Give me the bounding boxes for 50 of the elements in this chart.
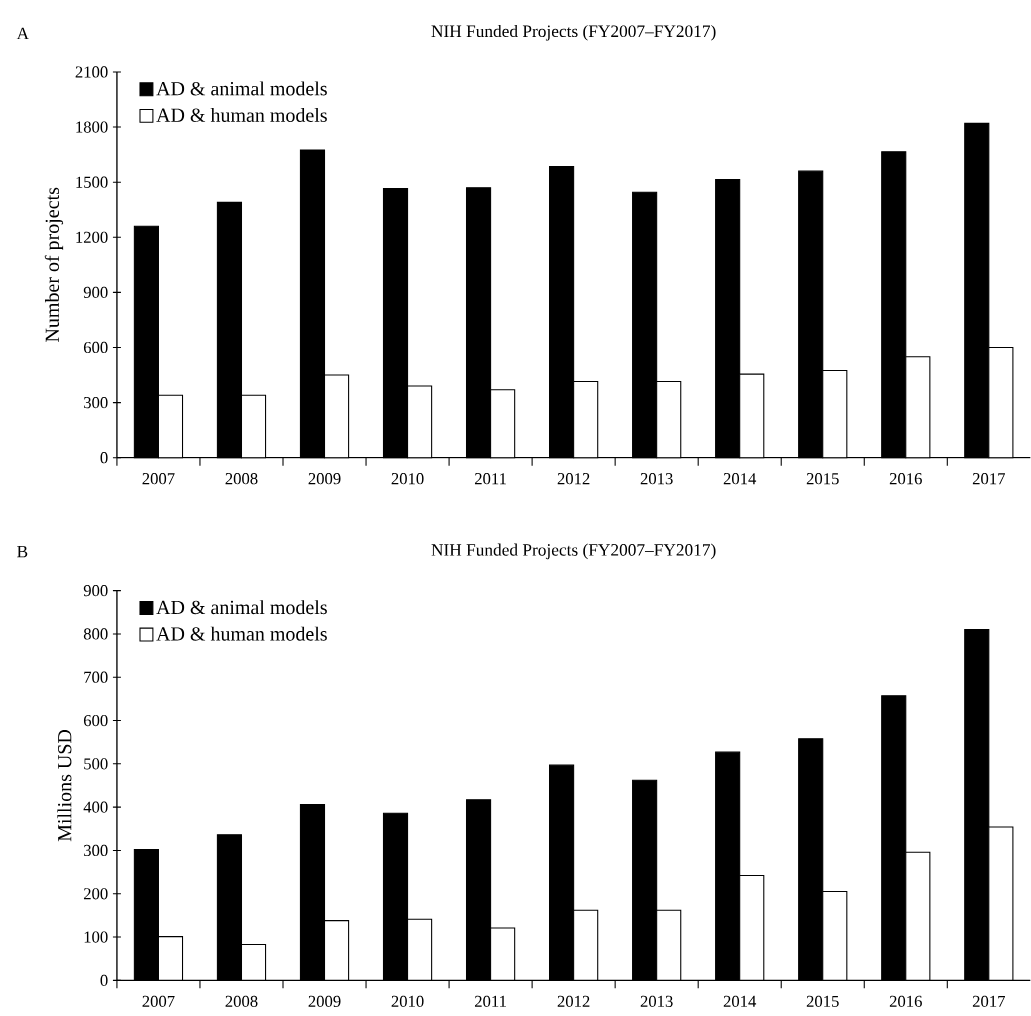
text: B: [17, 545, 28, 558]
y-axis-title: Millions USD: [57, 729, 72, 842]
x-tick-label: 2017: [972, 995, 1005, 1007]
y-axis-title: Number of projects: [44, 187, 64, 342]
y-tick-label: 600: [83, 714, 108, 726]
text: A: [16, 27, 29, 39]
y-tick-label: 2100: [75, 66, 108, 78]
y-tick-label: 500: [84, 758, 108, 770]
x-tick-label: 2008: [225, 472, 258, 485]
y-tick-label: 0: [100, 451, 108, 464]
legend-label: AD & human models: [156, 107, 327, 122]
chart-title: NIH Funded Projects (FY2007–FY2017): [431, 24, 716, 41]
y-tick-label: 400: [83, 801, 108, 813]
x-tick-label: 2011: [474, 472, 506, 485]
y-tick-label: 100: [84, 931, 108, 943]
x-tick-label: 2009: [308, 995, 341, 1007]
x-tick-label: 2007: [142, 472, 175, 485]
x-tick-label: 2008: [225, 995, 258, 1007]
x-tick-label: 2016: [889, 472, 922, 485]
x-tick-label: 2010: [391, 472, 424, 485]
x-tick-label: 2014: [723, 472, 757, 485]
y-tick-label: 1800: [76, 121, 108, 133]
y-tick-label: 900: [83, 584, 108, 597]
y-tick-label: 800: [83, 628, 108, 640]
y-tick-label: 200: [83, 887, 108, 900]
x-tick-label: 2009: [308, 472, 341, 485]
y-tick-label: 600: [83, 341, 108, 353]
x-tick-label: 2011: [474, 995, 506, 1007]
x-tick-label: 2015: [806, 995, 839, 1007]
x-tick-label: 2007: [142, 995, 175, 1007]
x-tick-label: 2010: [391, 995, 424, 1007]
legend-label: AD & animal models: [156, 599, 327, 615]
y-tick-label: 700: [84, 671, 108, 683]
x-tick-label: 2013: [640, 472, 673, 485]
chart-title: NIH Funded Projects (FY2007–FY2017): [431, 543, 716, 560]
y-tick-label: 1200: [76, 231, 108, 243]
y-tick-label: 300: [84, 844, 108, 856]
y-tick-label: 900: [83, 286, 108, 298]
x-tick-label: 2013: [640, 995, 673, 1007]
legend-label: AD & human models: [156, 626, 327, 641]
y-tick-label: 1500: [76, 176, 108, 188]
x-tick-label: 2012: [557, 995, 590, 1007]
y-tick-label: 300: [84, 396, 108, 409]
x-tick-label: 2014: [723, 995, 757, 1007]
x-tick-label: 2012: [557, 472, 590, 485]
legend-label: AD & animal models: [156, 81, 327, 96]
x-tick-label: 2017: [972, 472, 1005, 485]
x-tick-label: 2016: [889, 995, 922, 1007]
y-tick-label: 0: [100, 974, 108, 986]
x-tick-label: 2015: [806, 472, 839, 485]
